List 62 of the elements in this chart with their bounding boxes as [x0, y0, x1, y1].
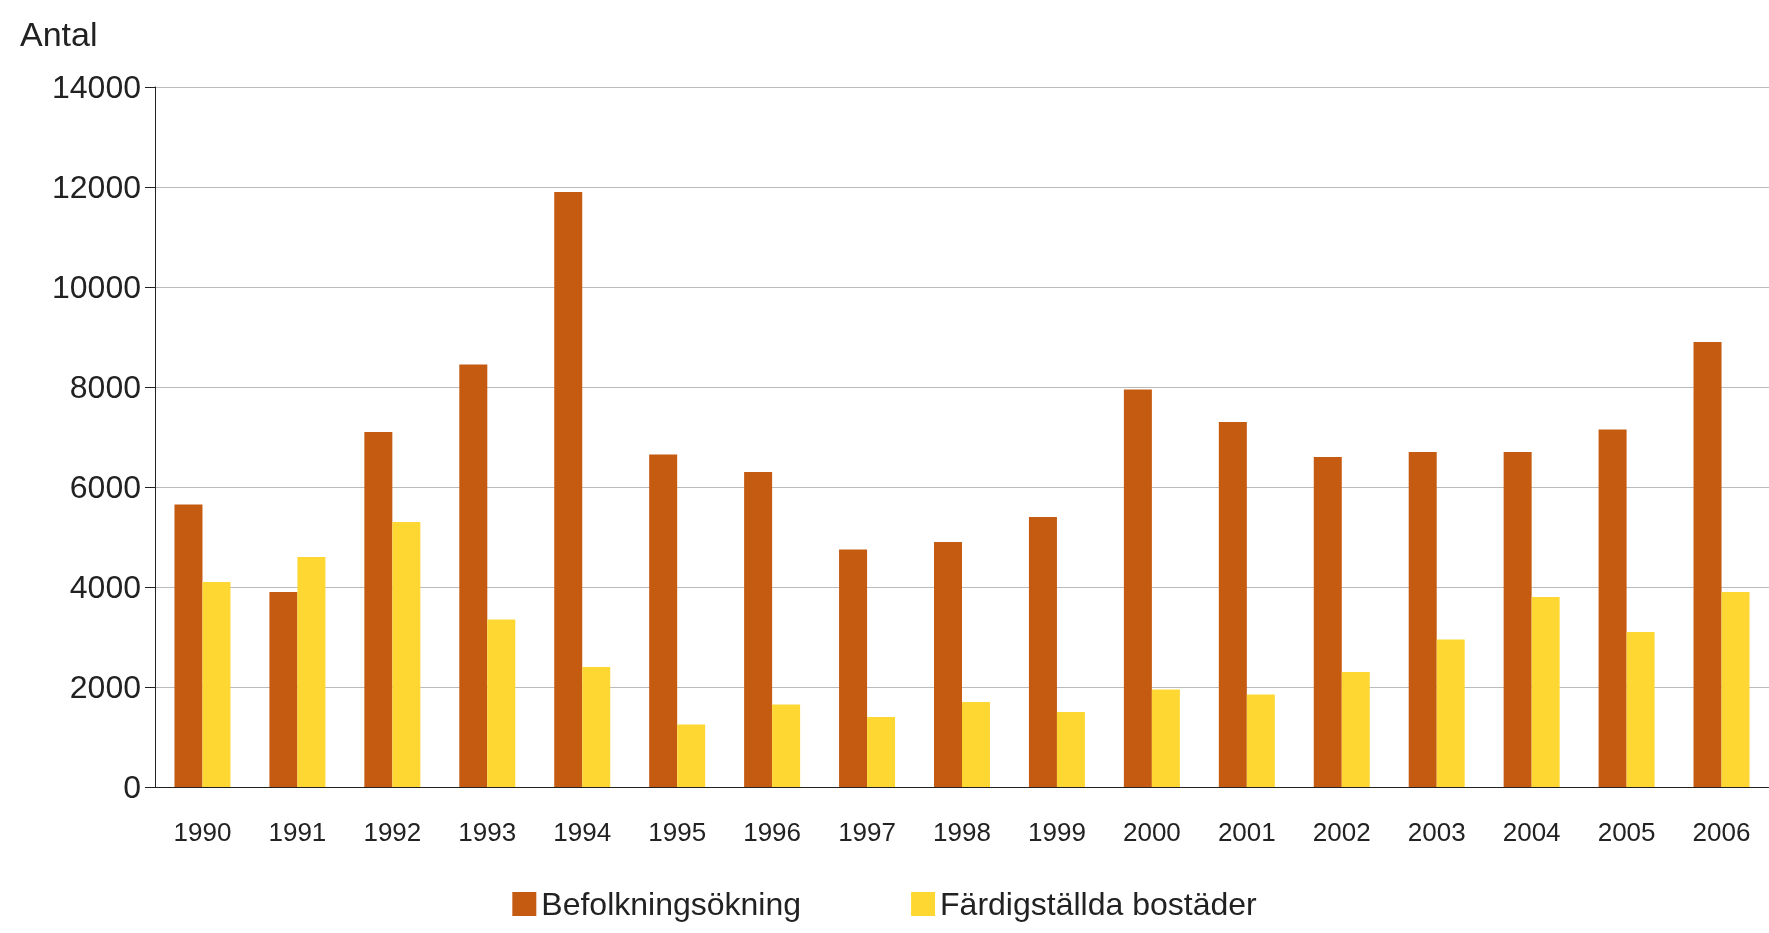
bar — [459, 364, 488, 787]
x-tick-label: 2001 — [1217, 817, 1276, 847]
bar — [867, 717, 896, 787]
y-tick-label: 12000 — [52, 169, 141, 205]
x-tick-label: 2002 — [1312, 817, 1371, 847]
x-tick-label: 2004 — [1502, 817, 1561, 847]
y-tick-label: 10000 — [52, 269, 141, 305]
bar — [174, 504, 203, 787]
x-tick-label: 2000 — [1122, 817, 1181, 847]
bar — [582, 667, 611, 787]
bar — [772, 704, 801, 787]
x-tick-label: 2003 — [1407, 817, 1466, 847]
bar — [1598, 429, 1627, 787]
legend-label: Färdigställda bostäder — [940, 886, 1258, 922]
y-axis-title: Antal — [20, 15, 98, 53]
bar — [1341, 672, 1370, 787]
bar — [1123, 389, 1152, 787]
legend-label: Befolkningsökning — [541, 886, 802, 922]
bar — [934, 542, 962, 787]
bar — [1313, 457, 1342, 787]
x-tick-label: 1994 — [553, 817, 612, 847]
bar — [554, 192, 583, 787]
x-tick-label: 1998 — [933, 817, 991, 847]
bar — [1693, 342, 1722, 787]
x-tick-label: 1996 — [743, 817, 802, 847]
bar — [1218, 422, 1247, 787]
bar — [1721, 592, 1750, 787]
bar — [839, 549, 868, 787]
x-tick-label: 1990 — [173, 817, 232, 847]
bar — [1626, 632, 1655, 787]
x-tick-label: 1999 — [1028, 817, 1086, 847]
bar — [392, 522, 421, 787]
bar — [744, 472, 773, 787]
x-tick-label: 2006 — [1692, 817, 1751, 847]
bar — [202, 582, 231, 787]
y-tick-label: 4000 — [69, 569, 141, 605]
y-tick-label: 8000 — [69, 369, 141, 405]
x-tick-label: 1992 — [363, 817, 422, 847]
x-tick-label: 1993 — [458, 817, 517, 847]
bar — [1531, 597, 1560, 787]
bar — [1246, 694, 1275, 787]
y-tick-label: 2000 — [69, 669, 141, 705]
bar — [1436, 639, 1465, 787]
bar — [364, 432, 393, 787]
bar — [1056, 712, 1085, 787]
x-tick-label: 1997 — [838, 817, 896, 847]
bar — [649, 454, 678, 787]
bar — [1503, 452, 1532, 787]
bar — [1028, 517, 1057, 787]
bar — [677, 724, 706, 787]
bar — [962, 702, 990, 787]
x-tick-label: 1991 — [268, 817, 327, 847]
bar — [487, 619, 516, 787]
bar — [1151, 689, 1180, 787]
y-tick-label: 0 — [123, 769, 141, 805]
bar — [297, 557, 326, 787]
bar — [1408, 452, 1437, 787]
bar — [269, 592, 298, 787]
y-tick-label: 14000 — [52, 69, 141, 105]
y-tick-label: 6000 — [69, 469, 141, 505]
x-tick-label: 1995 — [648, 817, 707, 847]
x-tick-label: 2005 — [1597, 817, 1656, 847]
